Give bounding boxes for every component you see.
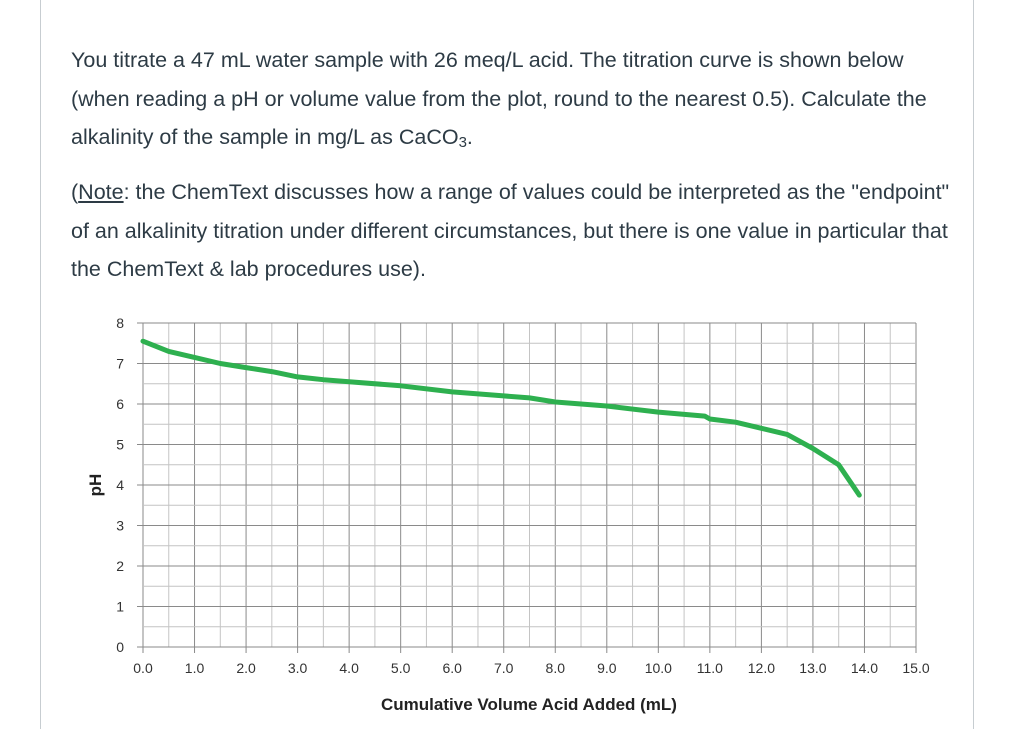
x-tick-label: 7.0 xyxy=(494,660,514,676)
y-tick-label: 1 xyxy=(116,599,124,615)
x-tick-label: 2.0 xyxy=(236,660,256,676)
x-tick-label: 5.0 xyxy=(391,660,411,676)
x-tick-label: 14.0 xyxy=(851,660,878,676)
y-tick-label: 0 xyxy=(116,639,124,655)
subscript: 3 xyxy=(458,134,467,151)
x-tick-label: 15.0 xyxy=(902,660,929,676)
y-tick-label: 3 xyxy=(116,518,124,534)
x-tick-label: 1.0 xyxy=(185,660,205,676)
y-axis-label: pH xyxy=(86,474,105,497)
x-tick-label: 6.0 xyxy=(442,660,462,676)
x-tick-label: 12.0 xyxy=(748,660,775,676)
y-tick-label: 6 xyxy=(116,396,124,412)
grid xyxy=(137,322,917,653)
note-label: Note xyxy=(78,180,124,204)
content-frame xyxy=(40,0,974,729)
x-tick-label: 4.0 xyxy=(339,660,359,676)
y-tick-label: 8 xyxy=(116,315,124,331)
x-tick-label: 8.0 xyxy=(546,660,566,676)
x-tick-label: 9.0 xyxy=(597,660,617,676)
question-paragraph: You titrate a 47 mL water sample with 26… xyxy=(71,41,951,157)
x-tick-label: 13.0 xyxy=(799,660,826,676)
x-tick-label: 11.0 xyxy=(697,660,723,676)
x-tick-label: 10.0 xyxy=(645,660,672,676)
y-tick-label: 2 xyxy=(116,558,124,574)
x-tick-label: 3.0 xyxy=(288,660,308,676)
note-paragraph: (Note: the ChemText discusses how a rang… xyxy=(71,173,951,289)
titration-curve xyxy=(140,338,862,498)
x-tick-label: 0.0 xyxy=(133,660,153,676)
y-tick-label: 4 xyxy=(116,477,124,493)
y-tick-label: 7 xyxy=(116,356,124,372)
tick-labels: 0.0 1.0 2.0 3.0 4.0 5.0 6.0 7.0 8.0 9.0 10.0 11.0 12… xyxy=(116,315,930,676)
paren: ( xyxy=(71,180,79,204)
x-axis-label: Cumulative Volume Acid Added (mL) xyxy=(381,695,677,714)
y-tick-label: 5 xyxy=(116,437,124,453)
question-text-end: . xyxy=(466,125,473,149)
note-text: : the ChemText discusses how a range of … xyxy=(71,180,950,281)
question-text: You titrate a 47 mL water sample with 26… xyxy=(71,48,927,149)
